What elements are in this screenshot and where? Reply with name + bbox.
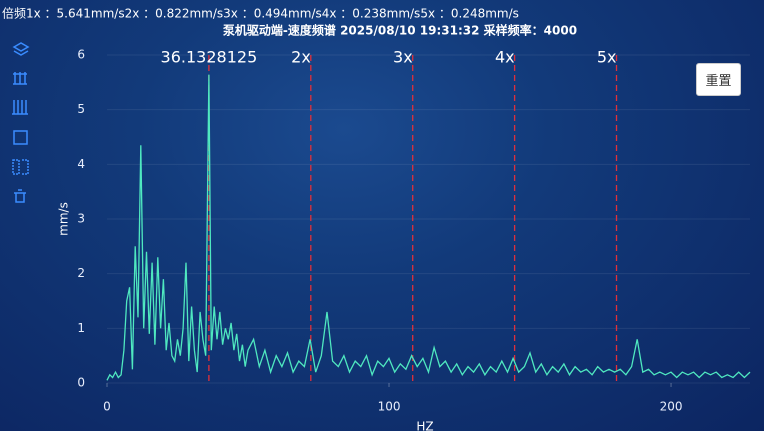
select-icon[interactable] [12, 159, 29, 175]
y-tick-label: 2 [77, 266, 85, 280]
y-tick-label: 5 [77, 102, 85, 116]
y-tick-label: 1 [77, 321, 85, 335]
spectrum-line [106, 74, 751, 381]
y-axis-label: mm/s [57, 202, 71, 236]
marker-label: 5x [597, 48, 617, 67]
y-tick-label: 0 [77, 376, 85, 390]
marker-label: 3x [393, 48, 413, 67]
layers-icon[interactable] [12, 42, 30, 56]
x-axis-label: HZ [416, 420, 433, 431]
marker-label: 2x [291, 48, 311, 67]
clear-icon[interactable] [14, 189, 26, 203]
stack-icon[interactable] [12, 100, 28, 115]
area-icon[interactable] [13, 130, 28, 145]
marker-label: 36.1328125 [161, 48, 258, 67]
bar-icon[interactable] [13, 72, 27, 85]
reset-button[interactable]: 重置 [696, 63, 741, 96]
y-tick-label: 4 [77, 157, 85, 171]
x-tick-label: 200 [660, 400, 683, 414]
chart-title: 泵机驱动端-速度频谱 2025/08/10 19:31:32 采样频率：4000 [223, 23, 577, 38]
y-tick-label: 6 [77, 48, 85, 62]
y-tick-label: 3 [77, 212, 85, 226]
x-tick-label: 100 [378, 400, 401, 414]
toolbar [12, 42, 30, 203]
header: 倍频1x ：5.641mm/s2x ：0.822mm/s3x ：0.494mm/… [2, 6, 519, 21]
marker-label: 4x [495, 48, 515, 67]
x-tick-label: 0 [103, 400, 111, 414]
